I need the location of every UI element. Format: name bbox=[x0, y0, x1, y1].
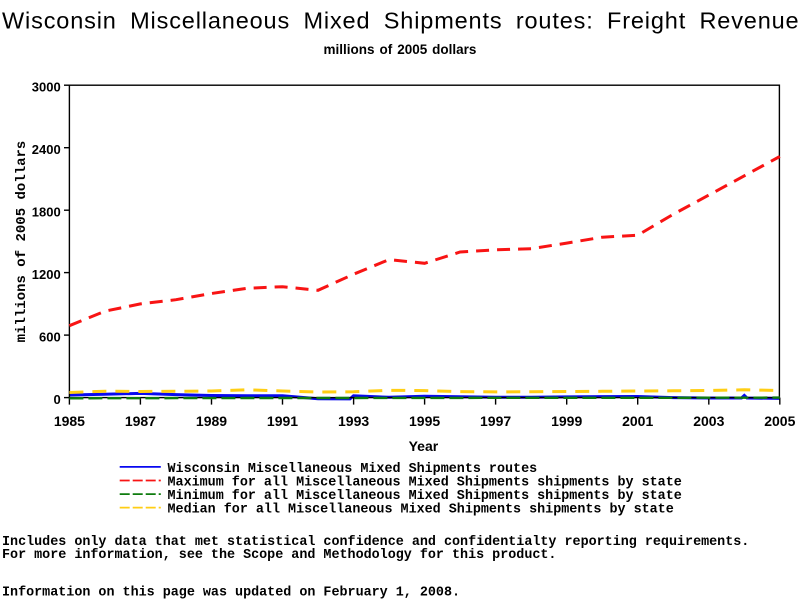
svg-text:Maximum for all Miscellaneous: Maximum for all Miscellaneous Mixed Ship… bbox=[168, 476, 682, 491]
svg-text:Information on this page was u: Information on this page was updated on … bbox=[2, 585, 460, 600]
svg-text:2003: 2003 bbox=[693, 413, 724, 429]
svg-text:Median for all Miscellaneous M: Median for all Miscellaneous Mixed Shipm… bbox=[168, 503, 674, 518]
svg-text:Wisconsin Miscellaneous Mixed: Wisconsin Miscellaneous Mixed Shipments … bbox=[2, 8, 799, 34]
svg-text:millions of 2005 dollars: millions of 2005 dollars bbox=[324, 42, 477, 57]
svg-text:Year: Year bbox=[409, 438, 439, 454]
svg-text:Minimum for all Miscellaneous: Minimum for all Miscellaneous Mixed Ship… bbox=[168, 489, 682, 504]
svg-text:2001: 2001 bbox=[622, 413, 653, 429]
svg-text:2400: 2400 bbox=[32, 142, 61, 157]
svg-text:For more information, see the: For more information, see the Scope and … bbox=[2, 548, 556, 563]
svg-text:1991: 1991 bbox=[267, 413, 298, 429]
svg-text:1995: 1995 bbox=[409, 413, 440, 429]
svg-text:Wisconsin Miscellaneous Mixed: Wisconsin Miscellaneous Mixed Shipments … bbox=[168, 462, 538, 477]
svg-text:1800: 1800 bbox=[32, 205, 61, 220]
svg-text:2005: 2005 bbox=[764, 413, 795, 429]
svg-text:1993: 1993 bbox=[338, 413, 369, 429]
svg-text:1989: 1989 bbox=[196, 413, 227, 429]
svg-text:1985: 1985 bbox=[54, 413, 85, 429]
svg-text:Includes only data that met st: Includes only data that met statistical … bbox=[2, 535, 749, 550]
svg-text:1200: 1200 bbox=[32, 267, 61, 282]
svg-text:1987: 1987 bbox=[125, 413, 156, 429]
svg-text:3000: 3000 bbox=[32, 80, 61, 95]
svg-text:1999: 1999 bbox=[551, 413, 582, 429]
svg-text:600: 600 bbox=[39, 330, 61, 345]
svg-text:1997: 1997 bbox=[480, 413, 511, 429]
svg-text:millions of 2005 dollars: millions of 2005 dollars bbox=[14, 141, 30, 343]
svg-text:0: 0 bbox=[53, 392, 60, 407]
